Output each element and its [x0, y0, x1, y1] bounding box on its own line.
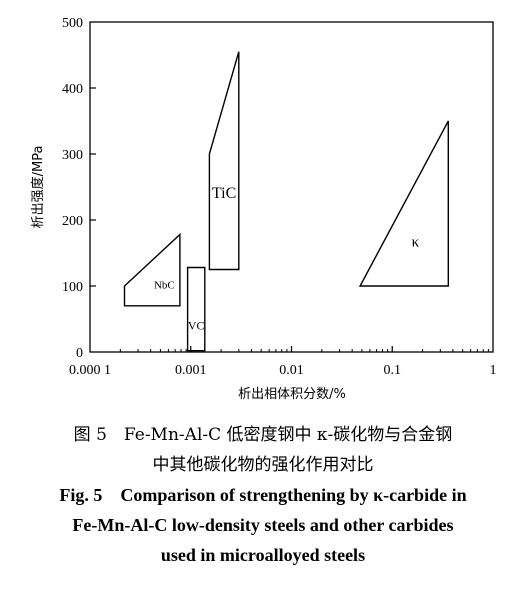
x-tick-label: 0.001: [175, 363, 207, 378]
x-axis-ticks: 0.000 1 0.001 0.01 0.1 1: [69, 346, 497, 378]
figure-caption: 图 5 Fe-Mn-Al-C 低密度钢中 κ-碳化物与合金钢 中其他碳化物的强化…: [0, 420, 526, 570]
region-nbc: [123, 232, 181, 307]
x-axis-title: 析出相体积分数/%: [238, 387, 346, 402]
region-label: TiC: [212, 185, 236, 202]
y-tick-label: 400: [62, 82, 83, 97]
y-tick-label: 300: [62, 148, 83, 163]
caption-en-line-2: Fe-Mn-Al-C low-density steels and other …: [72, 515, 454, 535]
y-axis-ticks: 0 100 200 300 400 500: [62, 16, 96, 361]
x-tick-label: 1: [490, 363, 497, 378]
y-tick-label: 100: [62, 280, 83, 295]
caption-cn-line-1: 图 5 Fe-Mn-Al-C 低密度钢中 κ-碳化物与合金钢: [73, 425, 453, 445]
region-label: NbC: [154, 280, 175, 292]
plot-frame: [89, 21, 494, 353]
x-tick-label: 0.000 1: [69, 363, 111, 378]
y-tick-label: 0: [76, 346, 83, 361]
caption-en-line-1: Fig. 5 Comparison of strengthening by κ-…: [59, 485, 467, 505]
precipitate-regions: NbC VC TiC κ: [123, 51, 449, 352]
caption-en-line-3: used in microalloyed steels: [160, 545, 366, 565]
y-axis-title: 析出强度/MPa: [30, 146, 46, 229]
caption-cn-line-2: 中其他碳化物的强化作用对比: [152, 455, 374, 475]
region-label: VC: [188, 319, 205, 333]
y-tick-label: 500: [62, 16, 83, 31]
region-label: κ: [412, 234, 420, 250]
x-tick-label: 0.1: [384, 363, 402, 378]
y-tick-label: 200: [62, 214, 83, 229]
region-kappa: [358, 120, 449, 287]
region-tic: [208, 51, 240, 271]
strengthening-chart: 0.000 1 0.001 0.01 0.1 1 0 100 200 300 400 500 Nb…: [30, 16, 497, 402]
x-tick-label: 0.01: [279, 363, 304, 378]
region-vc: [186, 266, 206, 352]
